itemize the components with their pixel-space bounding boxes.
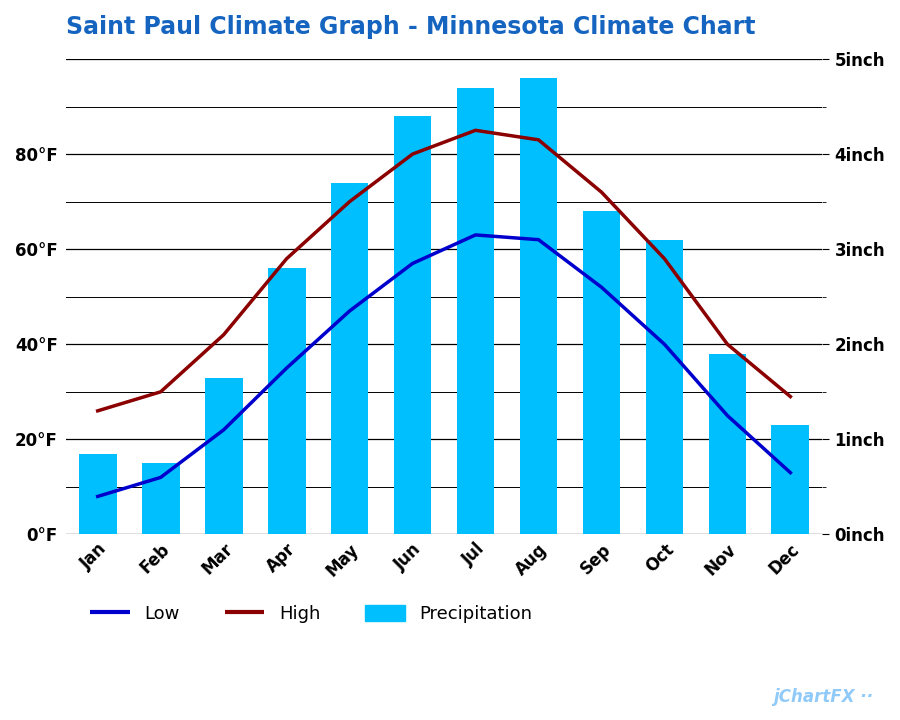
Text: jChartFX ··: jChartFX ·· — [773, 688, 873, 706]
Bar — [393, 116, 431, 534]
Text: Saint Paul Climate Graph - Minnesota Climate Chart: Saint Paul Climate Graph - Minnesota Cli… — [67, 15, 756, 39]
Bar — [771, 425, 809, 534]
Bar — [79, 454, 117, 534]
Bar — [330, 183, 368, 534]
Legend: Low, High, Precipitation: Low, High, Precipitation — [83, 598, 540, 630]
Bar — [708, 354, 746, 534]
Bar — [204, 377, 242, 534]
Bar — [582, 211, 620, 534]
Bar — [456, 88, 494, 534]
Bar — [142, 463, 180, 534]
Bar — [519, 78, 557, 534]
Bar — [267, 269, 305, 534]
Bar — [645, 240, 683, 534]
